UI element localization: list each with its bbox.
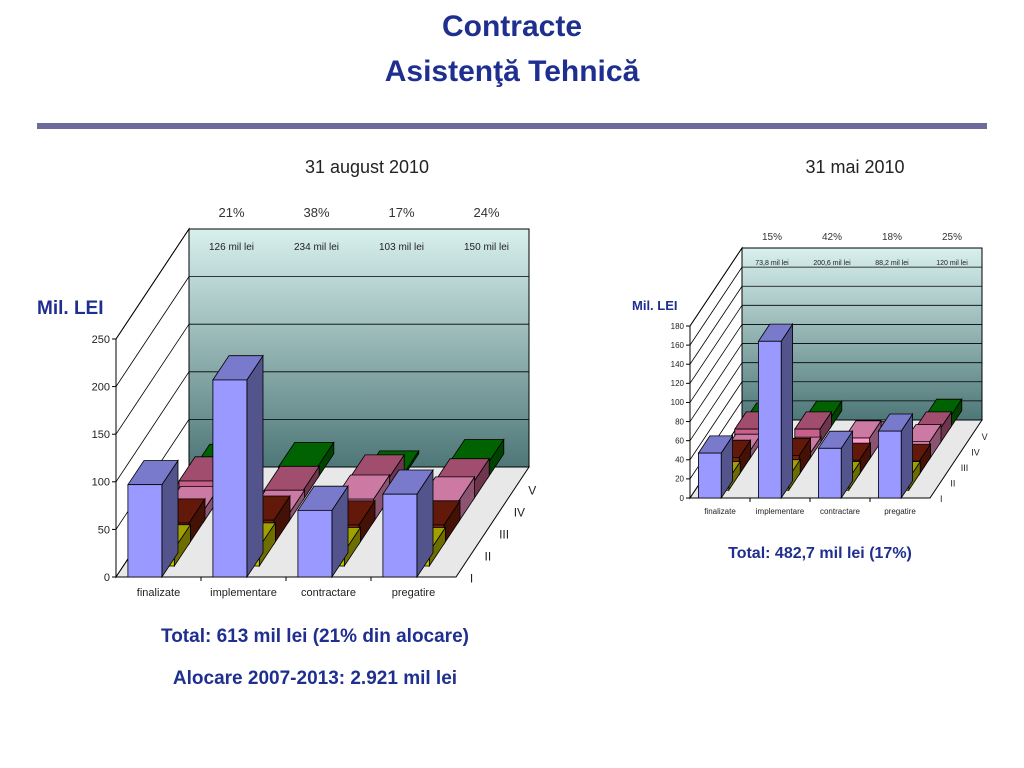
left-depth-label: II	[485, 550, 492, 564]
left-category-label: contractare	[301, 587, 356, 599]
right-ytick-label: 100	[671, 398, 685, 407]
right-bar-total-3-front	[878, 430, 902, 499]
right-value-label: 120 mil lei	[936, 260, 968, 267]
right-percent-label: 18%	[882, 232, 902, 243]
left-bar-total-1-front	[212, 379, 248, 578]
left-percent-label: 21%	[218, 205, 244, 220]
left-value-label: 150 mil lei	[464, 242, 509, 253]
left-ytick-label: 150	[92, 429, 110, 441]
right-depth-label: II	[950, 479, 955, 489]
left-ytick-label: 50	[98, 524, 110, 536]
right-ytick-label: 40	[675, 456, 684, 465]
page-title: Contracte	[441, 10, 583, 43]
right-depth-label: I	[940, 494, 943, 504]
left-depth-label: IV	[514, 506, 525, 520]
left-bar-total-2	[297, 484, 349, 579]
page-subtitle: Asistenţă Tehnică	[384, 55, 640, 88]
left-total: Total: 613 mil lei (21% din alocare)	[161, 626, 469, 647]
left-bar-total-0	[127, 459, 179, 579]
left-percent-label: 17%	[388, 205, 414, 220]
right-category-label: finalizate	[704, 507, 736, 516]
right-bar-total-1-side	[780, 322, 793, 500]
right-percent-label: 15%	[762, 232, 782, 243]
left-category-label: finalizate	[137, 587, 180, 599]
right-gridline-side	[689, 286, 743, 365]
left-gridline-side	[115, 276, 190, 387]
right-depth-label: IV	[971, 447, 980, 457]
right-bar-total-2	[817, 429, 854, 500]
left-bar-total-3	[382, 468, 434, 579]
left-value-label: 126 mil lei	[209, 242, 254, 253]
right-gridline-side	[689, 266, 743, 346]
right-gridline-side	[689, 247, 743, 327]
right-category-label: pregatire	[884, 507, 916, 516]
left-unit-label: Mil. LEI	[37, 298, 104, 319]
right-depth-label: III	[961, 463, 969, 473]
left-chart-date: 31 august 2010	[304, 157, 430, 177]
right-chart-date: 31 mai 2010	[805, 157, 905, 177]
left-bar-total-0-front	[127, 484, 163, 578]
right-plot: 020406080100120140160180IIIIIIIVVfinaliz…	[671, 232, 988, 516]
right-ytick-label: 160	[671, 341, 685, 350]
right-gridline-side	[689, 381, 743, 460]
right-bar-total-2-front	[818, 447, 842, 499]
right-value-label: 73,8 mil lei	[755, 260, 789, 267]
right-total: Total: 482,7 mil lei (17%)	[728, 545, 912, 562]
left-allocation: Alocare 2007-2013: 2.921 mil lei	[172, 668, 458, 689]
left-percent-label: 24%	[473, 205, 499, 220]
right-ytick-label: 120	[671, 379, 685, 388]
right-depth-label: V	[982, 432, 988, 442]
left-depth-label: V	[528, 484, 536, 498]
right-bar-total-1-front	[758, 340, 782, 499]
title-divider	[37, 123, 987, 129]
left-gridline-side	[115, 323, 190, 435]
right-value-label: 200,6 mil lei	[813, 260, 851, 267]
left-gridline-side	[115, 371, 190, 483]
left-value-label: 103 mil lei	[379, 242, 424, 253]
right-ytick-label: 20	[675, 475, 684, 484]
left-ytick-label: 0	[104, 572, 110, 584]
left-depth-label: III	[499, 528, 509, 542]
right-category-label: contractare	[820, 507, 861, 516]
right-ytick-label: 180	[671, 322, 685, 331]
right-value-label: 88,2 mil lei	[875, 260, 909, 267]
right-gridline-side	[689, 305, 743, 384]
right-gridline-side	[689, 324, 743, 403]
left-gridline-side	[115, 228, 190, 340]
left-value-label: 234 mil lei	[294, 242, 339, 253]
left-bar-total-1	[212, 354, 264, 579]
right-bar-total-3	[877, 412, 914, 500]
left-category-label: pregatire	[392, 587, 435, 599]
right-unit-label: Mil. LEI	[632, 298, 678, 313]
left-ytick-label: 250	[92, 334, 110, 346]
left-ytick-label: 200	[92, 381, 110, 393]
right-bar-total-0-front	[698, 452, 722, 499]
left-bar-total-3-front	[382, 493, 418, 578]
left-ytick-label: 100	[92, 477, 110, 489]
right-ytick-label: 60	[675, 436, 684, 445]
right-percent-label: 42%	[822, 232, 842, 243]
left-percent-label: 38%	[303, 205, 329, 220]
right-gridline-side	[689, 362, 743, 441]
right-bar-total-1	[757, 322, 794, 500]
right-gridline-side	[689, 343, 743, 422]
right-bar-total-0	[697, 434, 734, 500]
right-category-label: implementare	[756, 507, 805, 516]
left-category-label: implementare	[210, 587, 277, 599]
left-bar-total-2-front	[297, 509, 333, 578]
right-percent-label: 25%	[942, 232, 962, 243]
right-ytick-label: 140	[671, 360, 685, 369]
left-depth-label: I	[470, 572, 473, 586]
right-ytick-label: 0	[680, 494, 685, 503]
right-ytick-label: 80	[675, 417, 684, 426]
